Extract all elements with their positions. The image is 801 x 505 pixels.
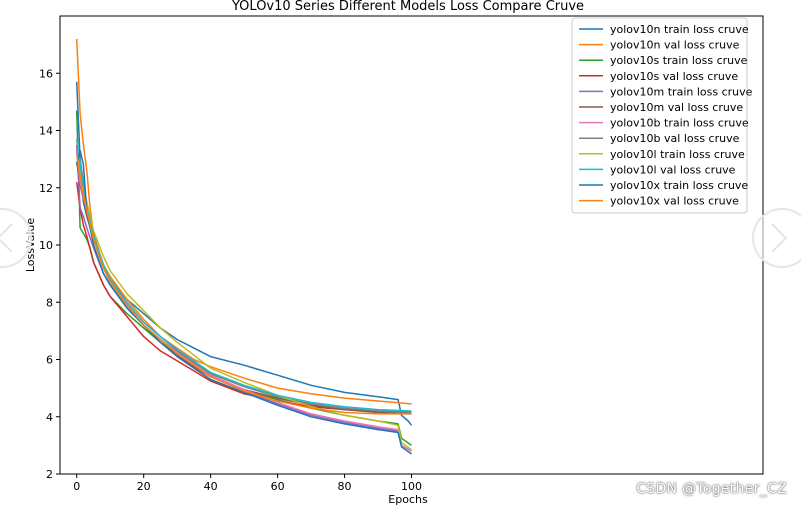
series-line-8 [75,153,412,451]
legend-label-10: yolov10x train loss cruve [610,179,748,192]
y-tick-label: 16 [39,67,53,80]
x-tick-label: 60 [271,480,285,493]
series-line-7 [76,158,412,414]
y-tick-label: 12 [39,182,53,195]
legend-label-2: yolov10s train loss cruve [610,54,748,67]
legend-label-5: yolov10m val loss cruve [610,101,743,114]
carousel-next-button[interactable] [752,208,801,268]
chevron-right-icon [771,223,788,253]
chart-legend: yolov10n train loss cruve yolov10n val lo… [571,17,753,214]
series-lines [75,38,413,455]
series-line-11 [75,153,412,415]
y-tick-label: 10 [39,239,53,252]
x-axis-label: Epochs [388,493,428,505]
legend-box [571,17,748,214]
y-tick-label: 4 [46,411,53,424]
series-line-0 [75,81,413,426]
legend-label-8: yolov10l train loss cruve [610,148,745,161]
chart-title: YOLOv10 Series Different Models Loss Com… [231,0,584,14]
chevron-left-icon [0,223,13,253]
series-line-1 [75,38,412,405]
x-tick-label: 40 [204,480,218,493]
legend-label-6: yolov10b train loss cruve [610,117,749,130]
y-tick-label: 14 [39,125,53,138]
y-tick-label: 6 [46,354,53,367]
y-axis-ticks: 2 4 6 8 10 12 14 16 [39,67,60,481]
series-line-9 [75,139,412,412]
legend-label-4: yolov10m train loss cruve [610,85,753,98]
y-tick-label: 8 [46,296,53,309]
series-line-5 [75,161,412,415]
y-tick-label: 2 [46,468,53,481]
series-line-6 [75,150,412,452]
legend-label-11: yolov10x val loss cruve [610,195,739,208]
x-tick-label: 80 [338,480,352,493]
carousel-prev-button[interactable] [0,208,32,268]
legend-label-1: yolov10n val loss cruve [610,39,740,52]
x-tick-label: 20 [137,480,151,493]
legend-label-3: yolov10s val loss cruve [610,70,738,83]
x-tick-label: 100 [401,480,422,493]
legend-label-9: yolov10l val loss cruve [610,163,736,176]
watermark: CSDN @Together_CZ [636,481,787,497]
legend-label-7: yolov10b val loss cruve [610,132,740,145]
series-line-4 [75,144,412,452]
x-tick-label: 0 [73,480,80,493]
x-axis-ticks: 0 20 40 60 80 100 [73,474,422,493]
legend-label-0: yolov10n train loss cruve [610,23,749,36]
